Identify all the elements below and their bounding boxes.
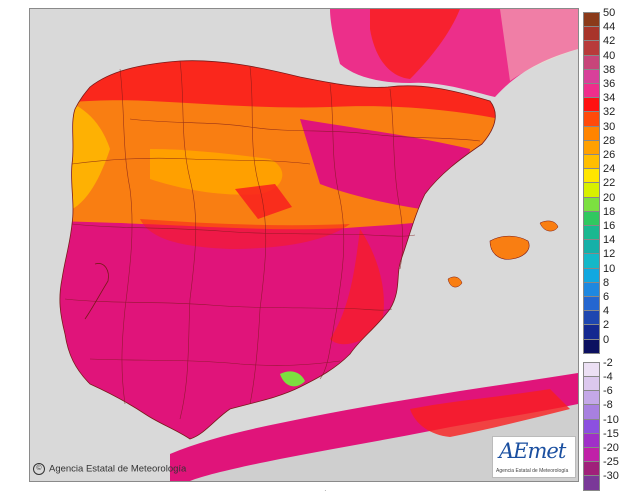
temperature-legend: 50 44 42 40 38 36 34 32 30 28 26 24 22 20 18 16 14 12 10 8 6… [583, 7, 630, 491]
legend-label-pos-17: 12 [603, 248, 616, 261]
legend-label-pos-0: 50 [603, 7, 616, 19]
legend-swatch-pos-5 [583, 83, 600, 99]
legend-swatch-neg-8 [583, 475, 600, 491]
legend-label-pos-14: 18 [603, 205, 616, 218]
legend-swatch-neg-6 [583, 447, 600, 463]
legend-swatch-pos-10 [583, 154, 600, 170]
legend-swatch-pos-2 [583, 40, 600, 56]
legend-label-neg-8: -30 [603, 470, 619, 483]
legend-swatch-pos-12 [583, 182, 600, 198]
copyright-credit: © Agencia Estatal de Meteorología [33, 463, 186, 475]
aemet-logo: AEmet Agencia Estatal de Meteorología [492, 436, 576, 478]
legend-swatch-neg-3 [583, 404, 600, 420]
legend-swatch-pos-1 [583, 26, 600, 42]
legend-label-neg-3: -8 [603, 399, 613, 412]
legend-swatch-pos-7 [583, 111, 600, 127]
legend-swatch-neg-0 [583, 361, 600, 377]
legend-swatch-pos-22 [583, 324, 600, 340]
legend-swatch-pos-0 [583, 12, 600, 28]
legend-label-neg-1: -4 [603, 371, 613, 383]
legend-swatch-pos-4 [583, 68, 600, 84]
legend-label-pos-2: 42 [603, 35, 616, 48]
legend-label-pos-21: 4 [603, 305, 610, 318]
sierra-nevada-cool-spot [280, 371, 305, 387]
madrid-hot-spot [235, 184, 292, 219]
legend-label-pos-8: 30 [603, 120, 616, 133]
copyright-text: Agencia Estatal de Meteorología [49, 463, 187, 475]
legend-swatch-pos-16 [583, 239, 600, 255]
legend-label-pos-3: 40 [603, 49, 616, 62]
legend-label-pos-18: 10 [603, 262, 616, 275]
legend-label-pos-13: 20 [603, 191, 616, 204]
legend-label-neg-0: -2 [603, 356, 613, 369]
legend-label-pos-19: 8 [603, 276, 610, 289]
legend-label-pos-5: 36 [603, 78, 616, 90]
legend-swatch-pos-23 [583, 338, 600, 354]
legend-label-pos-1: 44 [603, 21, 616, 34]
france-east-zone [500, 9, 578, 81]
legend-label-pos-20: 6 [603, 291, 610, 303]
france-hot-zone [370, 9, 460, 79]
legend-swatch-pos-19 [583, 281, 600, 297]
legend-swatch-pos-9 [583, 139, 600, 155]
legend-label-pos-4: 38 [603, 63, 616, 76]
legend-label-pos-16: 14 [603, 234, 616, 247]
legend-label-pos-23: 0 [603, 333, 610, 346]
legend-swatch-pos-15 [583, 225, 600, 241]
legend-swatch-pos-17 [583, 253, 600, 269]
central-band-zone [140, 219, 350, 249]
legend-swatch-pos-14 [583, 210, 600, 226]
legend-swatch-neg-7 [583, 461, 600, 477]
legend-swatch-pos-13 [583, 196, 600, 212]
legend-swatch-neg-1 [583, 376, 600, 392]
legend-swatch-pos-6 [583, 97, 600, 113]
ibiza-island [447, 276, 463, 288]
levante-coast-zone [330, 229, 384, 345]
legend-label-neg-7: -25 [603, 456, 619, 469]
legend-label-pos-12: 22 [603, 177, 616, 190]
aemet-logo-subtitle: Agencia Estatal de Meteorología [496, 468, 569, 474]
legend-swatch-pos-18 [583, 267, 600, 283]
legend-swatch-pos-20 [583, 296, 600, 312]
legend-label-pos-9: 28 [603, 134, 616, 147]
iberia-map-graphic [30, 9, 578, 481]
legend-label-neg-6: -20 [603, 442, 619, 454]
legend-swatch-pos-8 [583, 125, 600, 141]
aemet-logo-mark: AEmet [499, 439, 566, 463]
legend-label-neg-5: -15 [603, 427, 619, 440]
africa-coast-red [410, 389, 570, 437]
legend-swatch-neg-4 [583, 418, 600, 434]
legend-label-pos-11: 24 [603, 163, 616, 176]
bottom-tick-mark: · [324, 486, 327, 495]
peninsula-coastline [59, 60, 496, 440]
copyright-symbol: © [33, 463, 45, 475]
temperature-map [29, 8, 579, 482]
legend-label-neg-4: -10 [603, 413, 619, 426]
legend-label-pos-6: 34 [603, 92, 616, 105]
portugal-border [84, 263, 109, 320]
menorca-island [539, 220, 559, 232]
province-borders [64, 60, 481, 420]
legend-label-pos-15: 16 [603, 220, 616, 232]
legend-swatch-neg-5 [583, 432, 600, 448]
legend-label-pos-10: 26 [603, 149, 616, 161]
legend-swatch-pos-21 [583, 310, 600, 326]
legend-label-pos-7: 32 [603, 106, 616, 119]
mallorca-island [489, 235, 530, 260]
legend-label-neg-2: -6 [603, 385, 613, 398]
legend-swatch-pos-3 [583, 54, 600, 70]
legend-swatch-pos-11 [583, 168, 600, 184]
legend-swatch-neg-2 [583, 390, 600, 406]
legend-label-pos-22: 2 [603, 319, 610, 332]
